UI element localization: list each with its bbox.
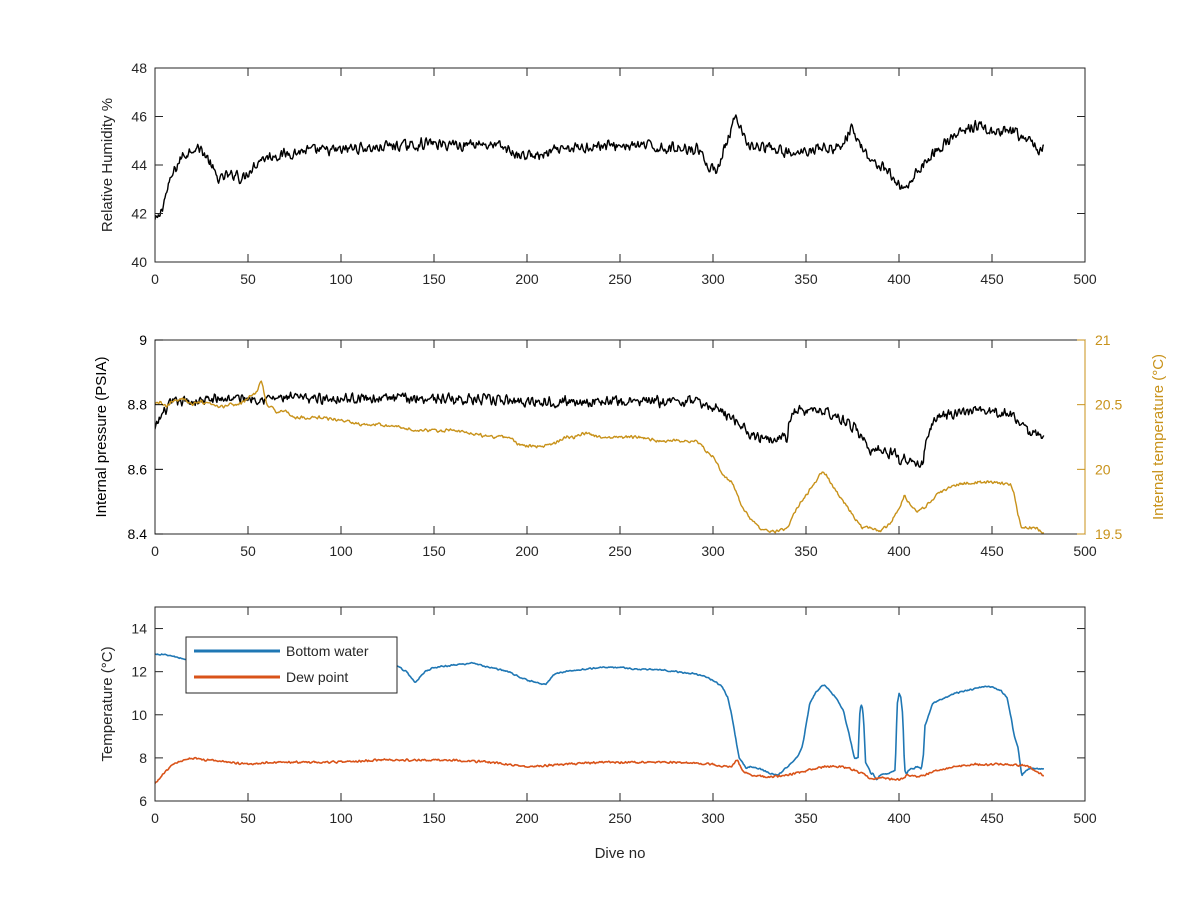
x-tick-label: 450	[980, 543, 1004, 559]
y-tick-label: 6	[139, 793, 147, 809]
x-tick-label: 300	[701, 543, 725, 559]
legend-box	[185, 636, 398, 694]
x-tick-label: 250	[608, 810, 632, 826]
legend: Bottom water Dew point	[185, 636, 398, 694]
x-tick-label: 200	[515, 810, 539, 826]
humidity-panel: 0 50 100 150 200 250 300 350 400 450 500 40 42 44 46 48…	[99, 60, 1097, 287]
y-tick-label: 8.8	[128, 397, 148, 413]
x-tick-label: 0	[151, 271, 159, 287]
rh-line	[155, 114, 1044, 220]
humidity-ticks: 0 50 100 150 200 250 300 350 400 450 500 40 42 44 46 48	[131, 60, 1096, 287]
x-tick-label: 100	[329, 543, 353, 559]
y-tick-label: 44	[131, 157, 147, 173]
y-tick-label-right: 20	[1095, 461, 1111, 477]
y-tick-label: 12	[131, 664, 147, 680]
x-tick-label: 400	[887, 271, 911, 287]
y-tick-label: 46	[131, 109, 147, 125]
x-tick-label: 400	[887, 543, 911, 559]
x-tick-label: 200	[515, 271, 539, 287]
x-tick-label: 150	[422, 543, 446, 559]
pressure-line	[155, 391, 1045, 468]
pressure-ticks: 0 50 100 150 200 250 300 350 400 450 500 8.4 8.6 8.8 9…	[128, 332, 1123, 559]
humidity-lines	[155, 114, 1044, 220]
x-tick-label: 0	[151, 543, 159, 559]
x-tick-label: 350	[794, 810, 818, 826]
y-tick-label-right: 19.5	[1095, 526, 1122, 542]
y-tick-label: 42	[131, 206, 147, 222]
humidity-ylabel: Relative Humidity %	[99, 98, 116, 232]
x-tick-label: 250	[608, 543, 632, 559]
x-tick-label: 350	[794, 271, 818, 287]
x-tick-label: 300	[701, 271, 725, 287]
pressure-ylabel: Internal pressure (PSIA)	[93, 357, 110, 518]
x-tick-label: 200	[515, 543, 539, 559]
x-tick-label: 50	[240, 810, 256, 826]
x-tick-label: 500	[1073, 543, 1097, 559]
dew_point-line	[155, 756, 1044, 784]
x-tick-label: 450	[980, 810, 1004, 826]
x-tick-label: 250	[608, 271, 632, 287]
y-tick-label: 8.4	[128, 526, 148, 542]
pressure-lines	[155, 380, 1045, 534]
temperature-panel: 0 50 100 150 200 250 300 350 400 450 500 6 8 10 12 14 T…	[99, 606, 1097, 862]
y-tick-label: 8	[139, 750, 147, 766]
y-tick-label: 9	[139, 332, 147, 348]
x-tick-label: 150	[422, 271, 446, 287]
x-tick-label: 300	[701, 810, 725, 826]
temperature-ticks: 0 50 100 150 200 250 300 350 400 450 500 6 8 10 12 14	[131, 607, 1097, 826]
x-tick-label: 50	[240, 271, 256, 287]
y-tick-label: 14	[131, 621, 147, 637]
y-tick-label-right: 21	[1095, 332, 1111, 348]
y-tick-label: 8.6	[128, 461, 148, 477]
x-tick-label: 100	[329, 810, 353, 826]
x-tick-label: 0	[151, 810, 159, 826]
y-tick-label: 48	[131, 60, 147, 76]
y-tick-label: 10	[131, 707, 147, 723]
temperature-xlabel: Dive no	[595, 845, 646, 862]
y-tick-label: 40	[131, 254, 147, 270]
internal-temperature-ylabel: Internal temperature (°C)	[1150, 354, 1167, 520]
x-tick-label: 450	[980, 271, 1004, 287]
legend-label-bottom-water: Bottom water	[286, 643, 369, 659]
x-tick-label: 150	[422, 810, 446, 826]
x-tick-label: 350	[794, 543, 818, 559]
y-tick-label-right: 20.5	[1095, 397, 1122, 413]
x-tick-label: 100	[329, 271, 353, 287]
pressure-panel: 0 50 100 150 200 250 300 350 400 450 500 8.4 8.6 8.8 9…	[93, 332, 1167, 559]
x-tick-label: 500	[1073, 271, 1097, 287]
temperature-ylabel: Temperature (°C)	[99, 646, 116, 761]
legend-label-dew-point: Dew point	[286, 669, 348, 685]
x-tick-label: 50	[240, 543, 256, 559]
x-tick-label: 500	[1073, 810, 1097, 826]
internal_temperature-line	[155, 380, 1045, 534]
x-tick-label: 400	[887, 810, 911, 826]
